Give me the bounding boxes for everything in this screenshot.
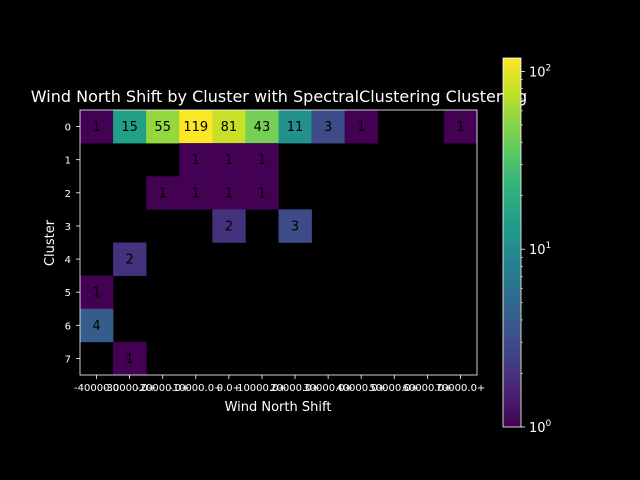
heatmap-cell <box>212 110 246 144</box>
heatmap-cell <box>146 176 180 210</box>
heatmap-cell <box>113 341 147 376</box>
cell-value-label: 4 <box>92 319 100 334</box>
heatmap-cell <box>80 275 114 310</box>
colorbar-tick-label: 100 <box>529 419 552 436</box>
heatmap-cell <box>212 209 246 243</box>
cell-value-label: 43 <box>254 120 271 135</box>
x-tick-label: -10000.0+ <box>169 383 222 394</box>
heatmap-cell <box>245 176 279 210</box>
heatmap-cell <box>245 110 279 144</box>
colorbar-tick-label: 102 <box>529 63 551 80</box>
y-tick-label: 2 <box>65 189 71 200</box>
x-tick-label: 40000.0+ <box>336 383 386 394</box>
cell-value-label: 2 <box>125 253 133 268</box>
y-tick-label: 0 <box>65 123 71 134</box>
y-tick-label: 7 <box>65 354 71 365</box>
cell-value-label: 1 <box>225 153 233 168</box>
heatmap-cell <box>179 110 213 144</box>
cell-value-label: 11 <box>287 120 304 135</box>
cell-value-label: 1 <box>357 120 365 135</box>
cell-value-label: 1 <box>192 186 200 201</box>
heatmap-cell <box>179 143 213 177</box>
cell-value-label: 119 <box>183 120 208 135</box>
heatmap-cell <box>212 143 246 177</box>
cell-value-label: 1 <box>159 186 167 201</box>
heatmap-cell <box>443 110 478 144</box>
y-axis-label: Cluster <box>43 219 58 266</box>
heatmap-cell <box>311 110 345 144</box>
x-axis-label: Wind North Shift <box>225 400 332 415</box>
x-tick-label: 20000.0+ <box>270 383 320 394</box>
x-tick-label: 50000.0+ <box>369 383 419 394</box>
cell-value-label: 1 <box>258 153 266 168</box>
heatmap-cell <box>344 110 379 144</box>
cell-value-label: 3 <box>291 219 299 234</box>
heatmap-cell <box>179 176 213 210</box>
cell-value-label: 2 <box>225 219 233 234</box>
x-tick-label: -30000.0+ <box>103 383 156 394</box>
cell-value-label: 1 <box>456 120 464 135</box>
cell-value-label: 55 <box>154 120 171 135</box>
cell-value-label: 1 <box>258 186 266 201</box>
cell-value-label: 1 <box>92 286 100 301</box>
y-tick-label: 1 <box>65 156 71 167</box>
chart-title: Wind North Shift by Cluster with Spectra… <box>31 87 527 106</box>
plot-frame <box>79 109 478 376</box>
colorbar-gradient <box>502 57 522 428</box>
heatmap-cell <box>80 308 114 343</box>
cell-value-label: 3 <box>324 120 332 135</box>
heatmap-cell <box>245 143 279 177</box>
x-tick-label: 0.0+ <box>217 383 241 394</box>
x-tick-label: -40000.0 <box>74 383 119 394</box>
x-tick-label: 30000.0+ <box>303 383 353 394</box>
x-tick-label: 70000.0+ <box>436 383 486 394</box>
x-axis-ticks: -40000.0-30000.0+-20000.0+-10000.0+0.0+1… <box>74 375 485 394</box>
colorbar-tick-label: 101 <box>529 241 551 258</box>
cell-value-label: 1 <box>125 352 133 367</box>
y-tick-label: 6 <box>65 321 71 332</box>
cell-value-label: 1 <box>92 120 100 135</box>
cell-value-label: 1 <box>192 153 200 168</box>
y-tick-label: 4 <box>65 255 71 266</box>
x-tick-label: -20000.0+ <box>136 383 189 394</box>
heatmap-cell <box>113 110 147 144</box>
heatmap-cell <box>278 209 312 243</box>
y-axis-ticks: 0 1 2 3 4 5 6 7 <box>65 123 80 365</box>
heatmap-cell <box>80 110 114 144</box>
heatmap-cell <box>212 176 246 210</box>
heatmap-cell <box>146 110 180 144</box>
y-tick-label: 5 <box>65 288 71 299</box>
x-tick-label: 10000.0+ <box>237 383 287 394</box>
heatmap-cell <box>278 110 312 144</box>
x-tick-label: 60000.0+ <box>403 383 453 394</box>
cell-value-label: 1 <box>225 186 233 201</box>
cell-value-label: 15 <box>121 120 138 135</box>
y-tick-label: 3 <box>65 222 71 233</box>
cell-value-label: 81 <box>221 120 238 135</box>
colorbar: 100 101 102 <box>502 57 552 436</box>
heatmap-cell <box>113 242 147 276</box>
